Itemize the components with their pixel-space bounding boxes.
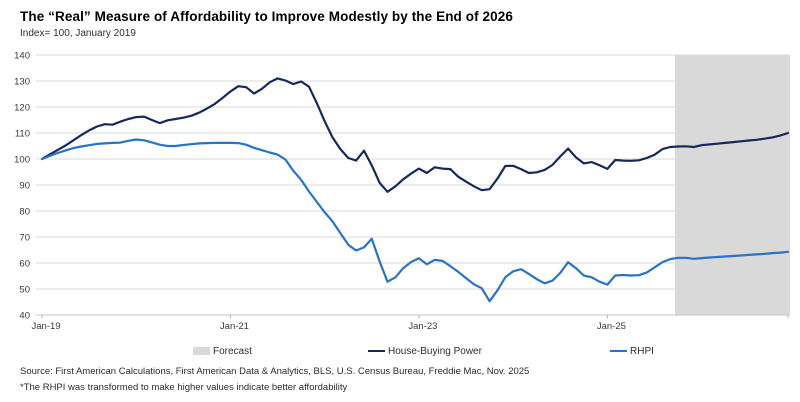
x-tick-label: Jan-25	[597, 321, 626, 332]
x-tick-label: Jan-23	[408, 321, 437, 332]
x-tick-label: Jan-19	[31, 321, 60, 332]
legend-label-forecast: Forecast	[213, 345, 252, 357]
y-tick-label: 140	[14, 51, 30, 62]
y-tick-label: 70	[19, 233, 30, 244]
y-tick-label: 120	[14, 103, 30, 114]
y-tick-label: 100	[14, 155, 30, 166]
legend-label-house-buying-power: House-Buying Power	[388, 345, 482, 357]
legend-item-house-buying-power: House-Buying Power	[368, 343, 482, 359]
x-tick-label: Jan-21	[220, 321, 249, 332]
legend-item-rhpi: RHPI	[610, 343, 654, 359]
chart-subtitle: Index= 100, January 2019	[20, 28, 136, 39]
footnote: *The RHPI was transformed to make higher…	[20, 382, 348, 393]
chart-legend: Forecast House-Buying Power RHPI	[0, 343, 800, 359]
y-tick-label: 90	[19, 181, 30, 192]
rhpi-line-swatch	[610, 349, 627, 353]
forecast-band	[674, 55, 790, 315]
source-note: Source: First American Calculations, Fir…	[20, 366, 530, 377]
y-tick-label: 130	[14, 77, 30, 88]
legend-label-rhpi: RHPI	[630, 345, 654, 357]
house-buying-power-line-swatch	[368, 349, 385, 353]
chart-title: The “Real” Measure of Affordability to I…	[20, 9, 513, 24]
y-tick-label: 80	[19, 207, 30, 218]
legend-item-forecast: Forecast	[193, 343, 252, 359]
y-tick-label: 40	[19, 311, 30, 322]
y-tick-label: 50	[19, 285, 30, 296]
line-chart: 40 50 60 70 80 90 100 110 120 130 140 Jan-19 Jan-21 J…	[14, 51, 790, 332]
forecast-swatch	[193, 347, 210, 355]
y-tick-label: 110	[15, 129, 30, 140]
y-tick-label: 60	[19, 259, 30, 270]
rhpi-series-line	[40, 138, 790, 303]
house-buying-power-series-line	[40, 77, 790, 193]
